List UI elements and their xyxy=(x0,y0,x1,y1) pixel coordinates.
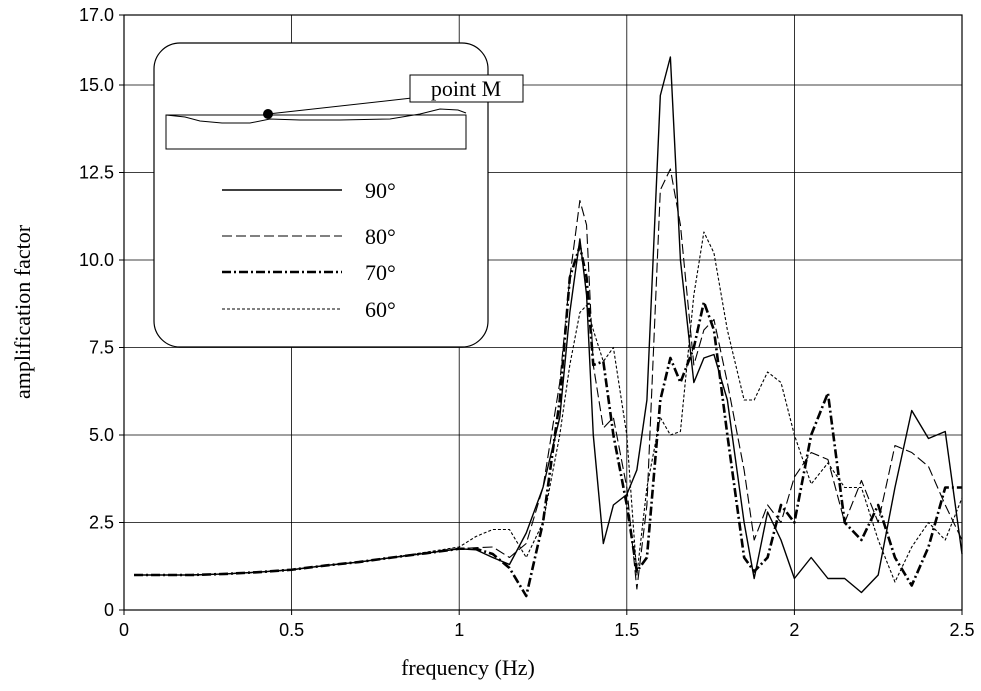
x-tick-label: 2 xyxy=(789,620,799,640)
y-tick-label: 7.5 xyxy=(89,338,114,358)
inset-label: point M xyxy=(431,76,501,101)
legend-label: 80° xyxy=(365,224,396,249)
x-tick-label: 1.5 xyxy=(614,620,639,640)
y-tick-label: 17.0 xyxy=(79,5,114,25)
legend-label: 70° xyxy=(365,260,396,285)
x-tick-label: 0.5 xyxy=(279,620,304,640)
legend: 90° 80° 70° 60° xyxy=(222,178,396,322)
legend-label: 60° xyxy=(365,297,396,322)
y-axis-title: amplification factor xyxy=(10,224,35,399)
y-tick-label: 10.0 xyxy=(79,250,114,270)
legend-label: 90° xyxy=(365,178,396,203)
x-tick-label: 1 xyxy=(454,620,464,640)
inset-box xyxy=(153,42,489,348)
y-tick-label: 2.5 xyxy=(89,513,114,533)
x-tick-label: 2.5 xyxy=(949,620,974,640)
x-axis-title: frequency (Hz) xyxy=(401,655,535,680)
y-tick-label: 15.0 xyxy=(79,75,114,95)
lines xyxy=(134,56,963,598)
y-tick-label: 0 xyxy=(104,600,114,620)
y-tick-label: 12.5 xyxy=(79,163,114,183)
series-line xyxy=(134,231,963,583)
x-tick-label: 0 xyxy=(119,620,129,640)
topography xyxy=(165,108,467,124)
plot-frame xyxy=(123,14,963,611)
y-tick-label: 5.0 xyxy=(89,425,114,445)
label-box xyxy=(409,74,524,103)
leader-line xyxy=(267,97,413,115)
inset: point M xyxy=(153,42,524,348)
series-line xyxy=(134,168,963,590)
axes: 0 2.5 5.0 7.5 10.0 12.5 15.0 17.0 0 0.5 1 1.5 2 2.5 xyxy=(79,5,975,640)
